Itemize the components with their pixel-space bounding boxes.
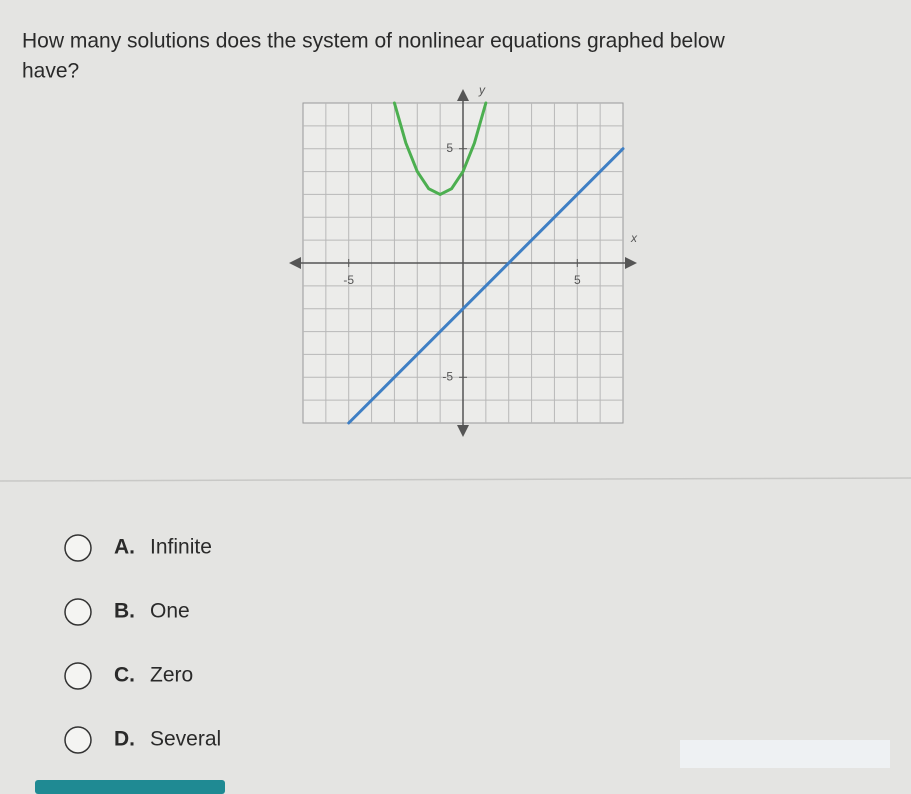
radio-button[interactable] [64,534,92,562]
radio-button[interactable] [64,662,92,690]
glare [680,740,890,768]
button[interactable] [35,780,225,794]
choice-letter: C. [114,664,135,687]
question-line-2: have? [22,60,79,83]
y-tick-label: 5 [446,141,453,155]
choice-text: Several [150,728,221,751]
arrow [289,257,301,269]
arrow [457,425,469,437]
choice-letter: B. [114,600,135,623]
question: How many solutions does the system of no… [22,30,726,53]
radio-button[interactable] [64,726,92,754]
radio-button[interactable] [64,598,92,626]
arrow [457,89,469,101]
separator [0,477,911,482]
y-tick-label: -5 [442,369,453,383]
x-tick-label: 5 [574,273,581,287]
arrow [625,257,637,269]
curve [347,147,625,425]
choice-text: Infinite [150,536,212,559]
choice-letter: A. [114,536,135,559]
choice-letter: D. [114,728,135,751]
choice-text: One [150,600,190,623]
x-tick-label: -5 [343,273,354,287]
y-axis-label: y [478,83,486,97]
graph: x y -5 5 -5 5 [289,83,638,437]
x-axis-label: x [630,231,638,245]
curve [392,101,488,197]
choices: A. Infinite B. One C. Zero D. Several [64,534,221,754]
choice-text: Zero [150,664,193,687]
